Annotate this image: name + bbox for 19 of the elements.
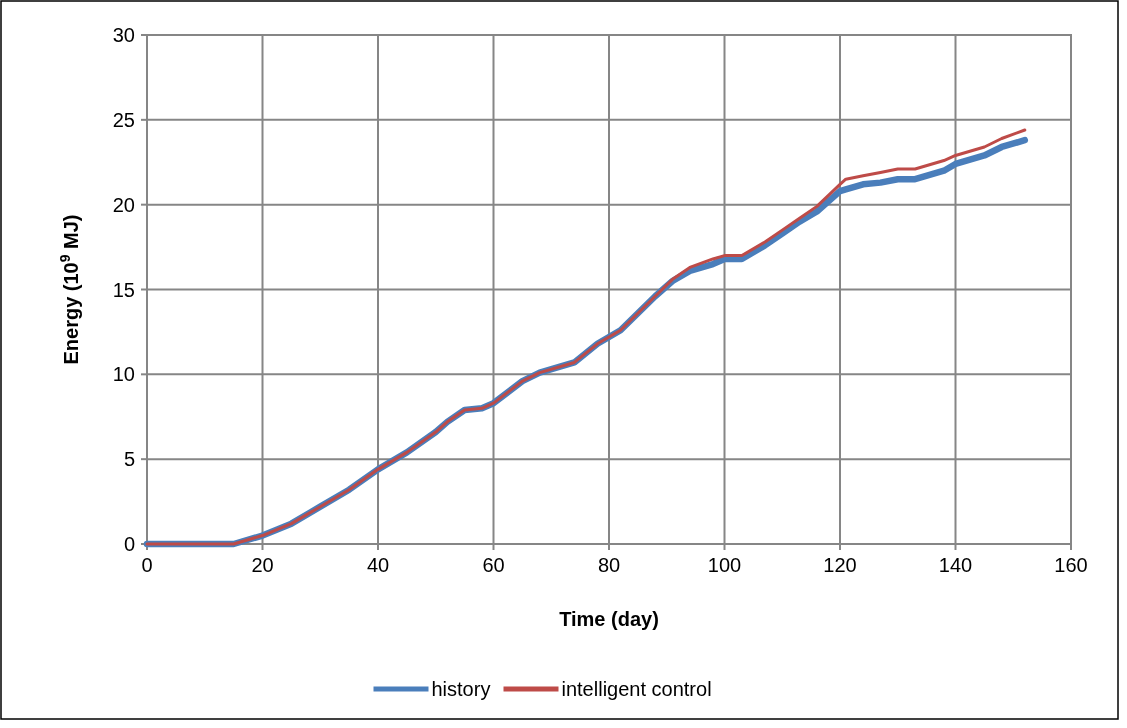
legend-label: intelligent control (561, 678, 712, 700)
x-tick-label: 40 (366, 554, 390, 576)
x-tick-label: 160 (1054, 554, 1088, 576)
x-axis-title: Time (day) (559, 608, 659, 630)
x-tick-label: 140 (938, 554, 973, 576)
x-tick-label: 60 (482, 554, 505, 576)
x-tick-label: 80 (597, 554, 621, 576)
y-tick-label: 25 (112, 108, 135, 131)
y-tick-label: 0 (123, 533, 135, 555)
x-tick-label: 100 (707, 554, 742, 576)
y-tick-label: 5 (123, 448, 135, 471)
x-tick-label: 0 (141, 554, 153, 576)
y-tick-label: 20 (112, 193, 135, 216)
y-tick-label: 15 (112, 278, 135, 301)
y-tick-label: 10 (112, 363, 135, 386)
legend-label: history (431, 678, 491, 700)
x-tick-label: 120 (823, 554, 857, 576)
x-tick-label: 20 (251, 554, 274, 576)
y-tick-label: 30 (112, 24, 135, 46)
